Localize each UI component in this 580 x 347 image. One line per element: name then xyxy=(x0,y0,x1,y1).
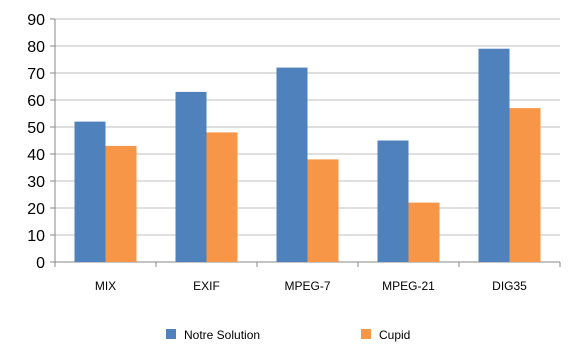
bar-cupid xyxy=(105,145,137,262)
bar-cupid xyxy=(206,132,238,262)
x-tick-label: MIX xyxy=(95,279,116,293)
bar-cupid xyxy=(509,108,541,262)
legend-label: Notre Solution xyxy=(184,328,260,342)
bars xyxy=(74,48,541,263)
y-tick-labels: 0 10 20 30 40 50 60 70 80 90 xyxy=(27,12,45,272)
y-tick-label: 10 xyxy=(27,228,45,245)
y-tick-label: 30 xyxy=(27,174,45,191)
x-tick-label: MPEG-7 xyxy=(284,279,330,293)
bar-notre-solution xyxy=(478,48,510,263)
bar-cupid xyxy=(307,159,339,262)
legend-label: Cupid xyxy=(379,328,410,342)
x-tick-label: EXIF xyxy=(193,279,220,293)
bar-cupid xyxy=(408,202,440,262)
y-tick-label: 90 xyxy=(27,12,45,29)
legend-item: Notre Solution xyxy=(166,328,260,342)
y-tick-label: 80 xyxy=(27,39,45,56)
y-tick-label: 70 xyxy=(27,66,45,83)
bar-notre-solution xyxy=(175,91,207,263)
x-tick-label: DIG35 xyxy=(492,279,527,293)
x-tick-labels: MIX EXIF MPEG-7 MPEG-21 DIG35 xyxy=(95,279,527,293)
x-tick-label: MPEG-21 xyxy=(382,279,435,293)
legend: Notre Solution Cupid xyxy=(166,328,410,342)
y-tick-label: 40 xyxy=(27,147,45,164)
y-tick-label: 20 xyxy=(27,201,45,218)
y-tick-label: 0 xyxy=(36,255,45,272)
legend-swatch xyxy=(166,329,176,339)
bar-notre-solution xyxy=(74,121,106,262)
bar-notre-solution xyxy=(377,140,409,262)
y-tick-label: 50 xyxy=(27,120,45,137)
y-tick-label: 60 xyxy=(27,93,45,110)
legend-swatch xyxy=(361,329,371,339)
bar-notre-solution xyxy=(276,67,308,262)
legend-item: Cupid xyxy=(361,328,410,342)
